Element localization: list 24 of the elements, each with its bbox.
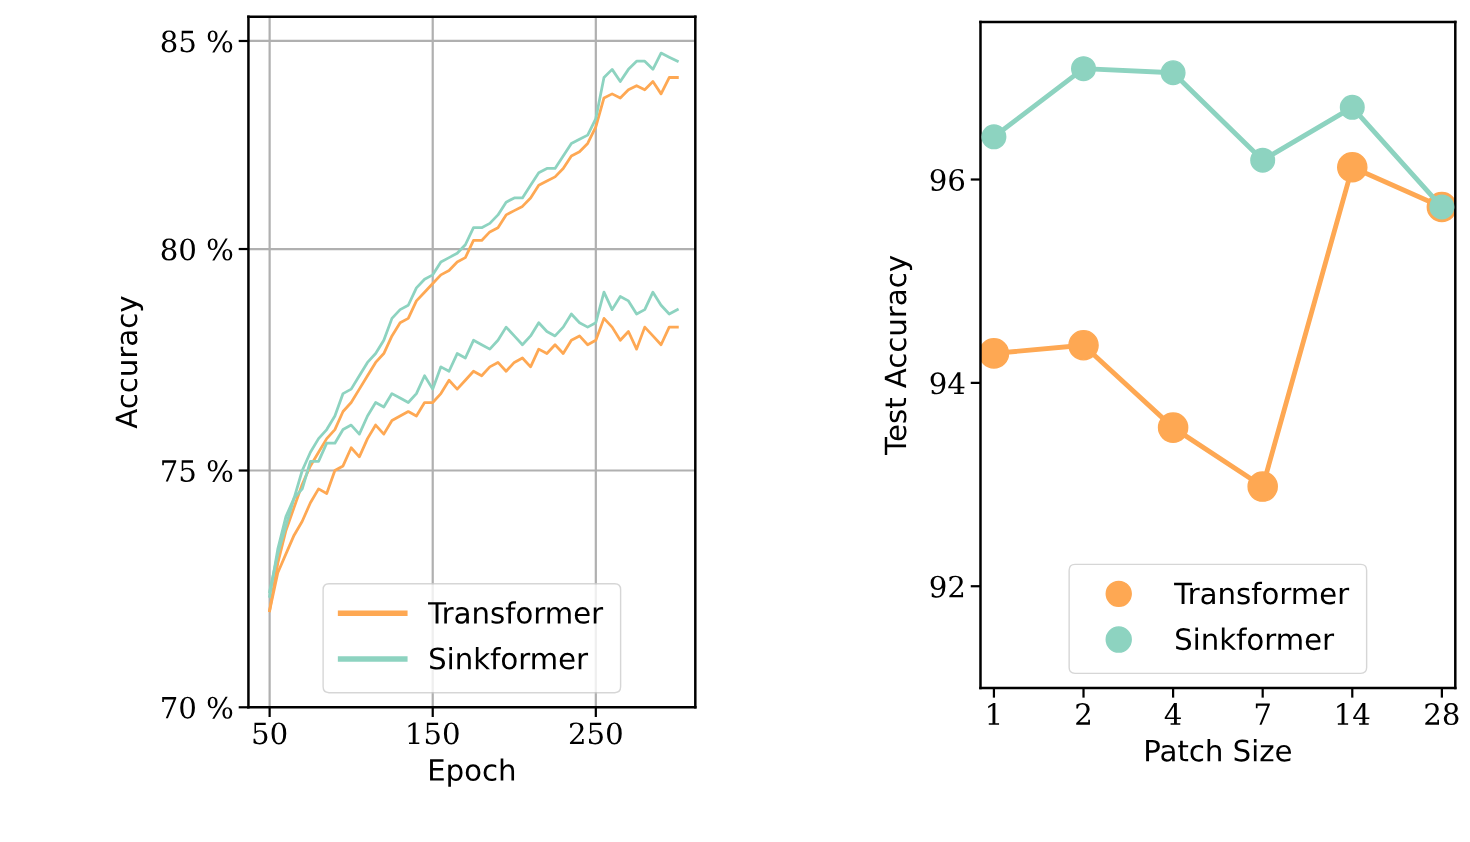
x-tick-label: 4 <box>1164 703 1181 725</box>
legend-label: Sinkformer <box>430 646 589 670</box>
x-tick-label: 2 <box>1076 703 1090 725</box>
y-tick-label: 70 % <box>162 696 233 719</box>
x-tick-label: 1 <box>988 703 1000 725</box>
x-tick-label: 7 <box>1255 703 1270 725</box>
y-tick-label: 94 <box>930 372 965 395</box>
x-axis-title: Patch Size <box>1146 739 1291 762</box>
y-tick-label: 92 <box>930 575 964 598</box>
legend-label: Transformer <box>1174 581 1350 605</box>
y-tick-label: 96 <box>930 168 965 191</box>
y-axis-title: Accuracy <box>115 296 144 429</box>
y-tick-label: 75 % <box>162 459 233 483</box>
y-tick-label: 80 % <box>161 238 233 261</box>
legend-label: Sinkformer <box>1176 627 1335 651</box>
y-tick-label: 85 % <box>161 30 233 53</box>
x-axis-title: Epoch <box>430 758 515 787</box>
x-tick-label: 150 <box>408 722 459 745</box>
x-tick-label: 14 <box>1337 703 1370 725</box>
x-tick-label: 28 <box>1425 703 1459 726</box>
x-tick-label: 250 <box>569 722 622 745</box>
y-axis-title: Test Accuracy <box>884 255 913 455</box>
legend-label: Transformer <box>428 601 604 624</box>
x-tick-label: 50 <box>253 722 287 745</box>
